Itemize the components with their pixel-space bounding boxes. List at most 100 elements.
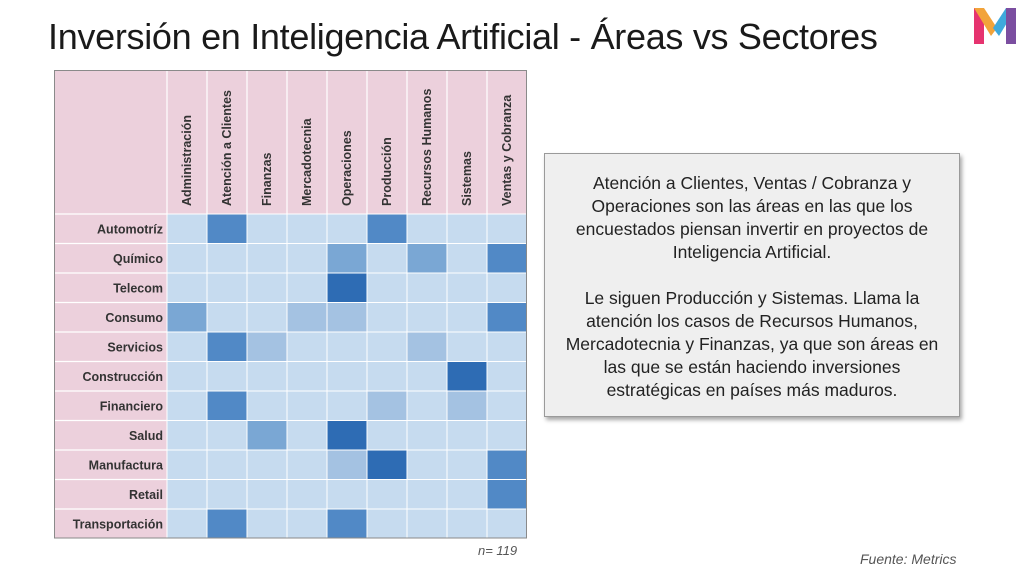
heatmap-cell — [406, 213, 448, 244]
heatmap-cell — [206, 302, 248, 333]
heatmap-cell — [166, 302, 208, 333]
heatmap-cell — [446, 479, 488, 510]
heatmap-cell — [446, 390, 488, 421]
heatmap-cell — [446, 449, 488, 480]
heatmap-cell — [326, 243, 368, 274]
heatmap-cell — [166, 420, 208, 451]
row-label: Salud — [129, 429, 163, 443]
heatmap-cell — [326, 508, 368, 539]
heatmap-cell — [246, 361, 288, 392]
column-header-band — [54, 70, 527, 214]
column-label: Recursos Humanos — [420, 89, 434, 206]
column-label: Atención a Clientes — [220, 90, 234, 206]
row-label: Retail — [129, 488, 163, 502]
heatmap-cell — [446, 302, 488, 333]
heatmap-cell — [206, 243, 248, 274]
heatmap-cell — [206, 272, 248, 303]
heatmap-cell — [286, 272, 328, 303]
heatmap-border — [54, 70, 527, 539]
heatmap-cell — [206, 361, 248, 392]
heatmap-cell — [206, 479, 248, 510]
sample-size-label: n= 119 — [478, 543, 518, 558]
heatmap-cell — [206, 449, 248, 480]
row-label: Químico — [113, 252, 163, 266]
insight-callout: Atención a Clientes, Ventas / Cobranza y… — [544, 153, 960, 417]
heatmap-cell — [286, 361, 328, 392]
row-label: Automotríz — [97, 222, 163, 236]
heatmap-cell — [366, 420, 408, 451]
heatmap-cell — [406, 390, 448, 421]
heatmap-cell — [246, 508, 288, 539]
heatmap-cell — [366, 272, 408, 303]
logo-diag-left — [974, 8, 997, 36]
heatmap-cell — [286, 449, 328, 480]
heatmap-cell — [166, 213, 208, 244]
heatmap-cell — [366, 449, 408, 480]
heatmap-cell — [406, 331, 448, 362]
column-label: Administración — [180, 115, 194, 206]
row-label: Manufactura — [89, 458, 164, 472]
heatmap-cell — [246, 272, 288, 303]
heatmap-cell — [166, 243, 208, 274]
heatmap-cell — [206, 390, 248, 421]
heatmap-cell — [366, 390, 408, 421]
heatmap-cell — [366, 508, 408, 539]
heatmap-cell — [206, 331, 248, 362]
heatmap-cell — [446, 361, 488, 392]
heatmap-cell — [486, 213, 528, 244]
heatmap-cell — [446, 213, 488, 244]
heatmap-cell — [486, 302, 528, 333]
heatmap-cell — [366, 213, 408, 244]
heatmap-cell — [366, 479, 408, 510]
row-label: Financiero — [100, 399, 164, 413]
heatmap-cell — [166, 272, 208, 303]
row-label-band — [54, 214, 167, 539]
heatmap-cell — [486, 479, 528, 510]
heatmap-cell — [486, 508, 528, 539]
heatmap-cell — [246, 213, 288, 244]
heatmap-cell — [486, 449, 528, 480]
row-label: Telecom — [113, 281, 163, 295]
heatmap-cell — [246, 479, 288, 510]
heatmap-cell — [366, 361, 408, 392]
column-label: Finanzas — [260, 152, 274, 206]
heatmap-cell — [406, 508, 448, 539]
heatmap-cell — [246, 449, 288, 480]
heatmap-cell — [486, 331, 528, 362]
heatmap-cell — [166, 361, 208, 392]
heatmap-cell — [406, 361, 448, 392]
callout-paragraph-1: Atención a Clientes, Ventas / Cobranza y… — [575, 173, 929, 262]
row-label: Construcción — [82, 370, 163, 384]
heatmap-cell — [326, 361, 368, 392]
heatmap-cell — [326, 420, 368, 451]
heatmap-cell — [366, 243, 408, 274]
heatmap-cell — [286, 508, 328, 539]
column-label: Ventas y Cobranza — [500, 94, 514, 206]
heatmap-cell — [286, 390, 328, 421]
column-label: Sistemas — [460, 151, 474, 206]
heatmap-cell — [166, 479, 208, 510]
heatmap-cell — [326, 302, 368, 333]
heatmap-cell — [206, 420, 248, 451]
heatmap-cell — [326, 331, 368, 362]
heatmap-cell — [406, 479, 448, 510]
heatmap-cell — [246, 420, 288, 451]
heatmap-cell — [166, 449, 208, 480]
heatmap-cell — [446, 272, 488, 303]
heatmap-cell — [166, 390, 208, 421]
heatmap-cell — [166, 331, 208, 362]
heatmap-cell — [326, 213, 368, 244]
page-title: Inversión en Inteligencia Artificial - Á… — [48, 16, 878, 57]
heatmap-cell — [246, 331, 288, 362]
heatmap-cell — [486, 361, 528, 392]
heatmap-cell — [366, 331, 408, 362]
row-label: Consumo — [105, 311, 163, 325]
heatmap-chart: Administración Atención a Clientes Finanza… — [54, 70, 528, 540]
heatmap-cell — [286, 331, 328, 362]
logo-right-stroke — [1006, 8, 1016, 44]
heatmap-cell — [446, 508, 488, 539]
column-label: Producción — [380, 137, 394, 206]
heatmap-cell — [486, 272, 528, 303]
heatmap-cell — [286, 479, 328, 510]
heatmap-cell — [406, 420, 448, 451]
